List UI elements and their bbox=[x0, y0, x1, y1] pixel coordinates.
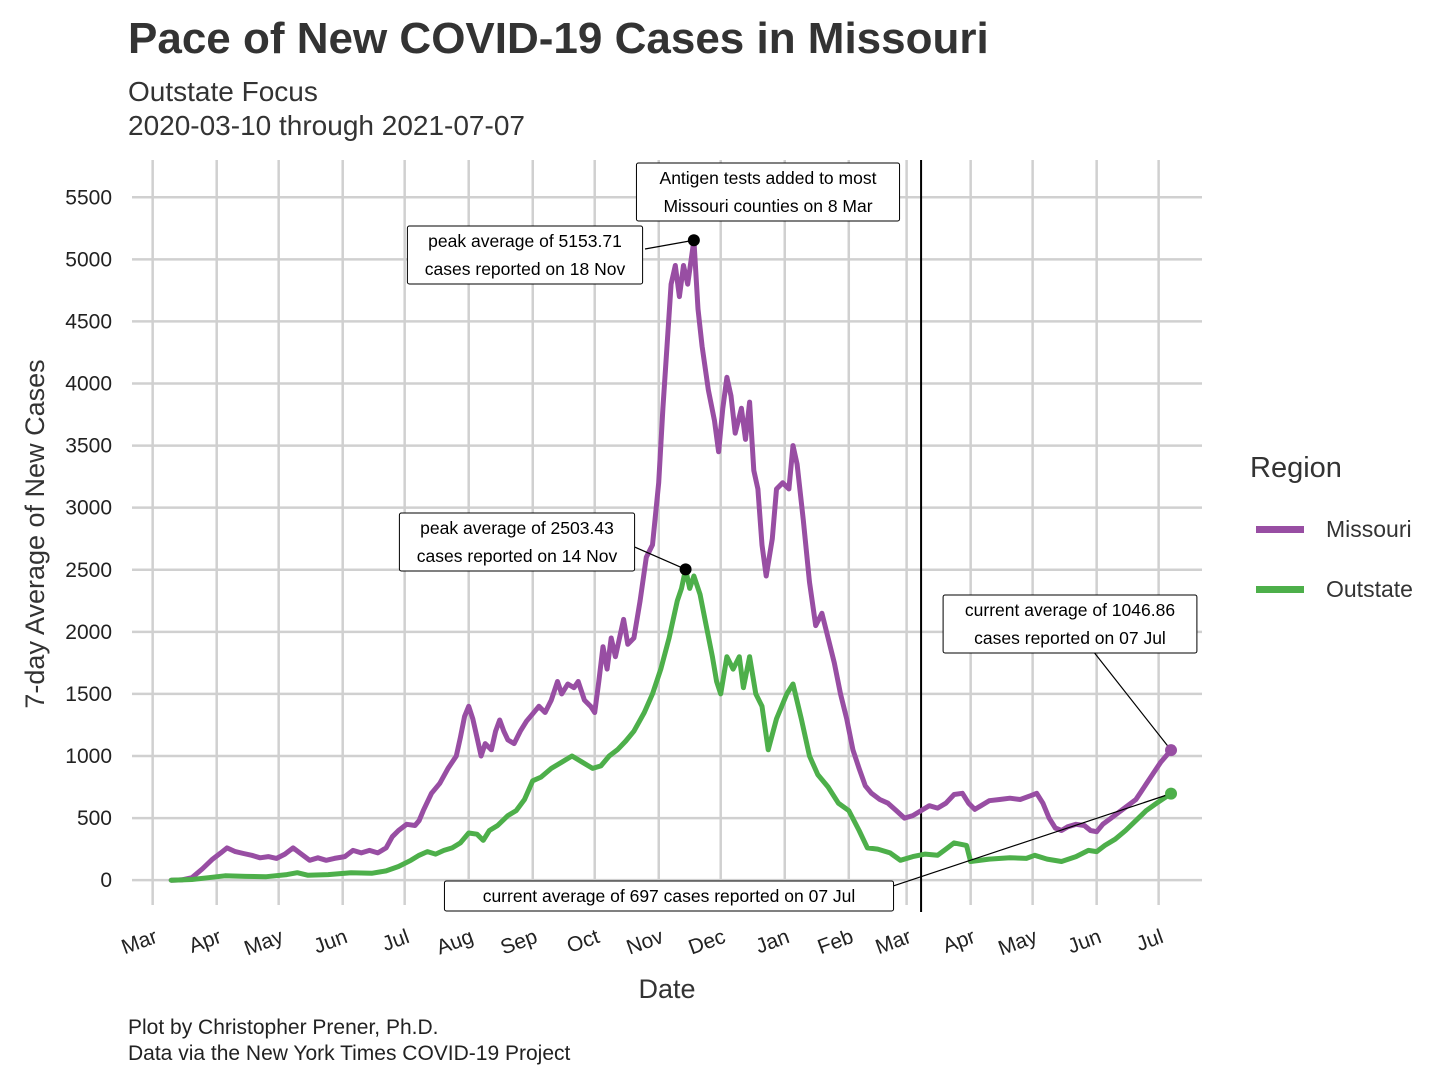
legend-key-missouri bbox=[1256, 525, 1304, 533]
y-tick-label: 3500 bbox=[65, 435, 112, 458]
y-tick-label: 1500 bbox=[65, 683, 112, 706]
legend-key-outstate bbox=[1256, 585, 1304, 593]
chart-title: Pace of New COVID-19 Cases in Missouri bbox=[128, 14, 989, 63]
y-tick-label: 4500 bbox=[65, 310, 112, 333]
x-tick-label: Jul bbox=[379, 925, 412, 956]
x-tick-label: Sep bbox=[497, 925, 540, 959]
annotation-box bbox=[398, 512, 636, 572]
annotation-label: Antigen tests added to most Missouri coun… bbox=[635, 162, 901, 222]
annotation-text: current average of 1046.86 bbox=[965, 600, 1175, 620]
x-tick-label: Apr bbox=[186, 925, 225, 958]
annotation-text: cases reported on 18 Nov bbox=[425, 259, 626, 279]
y-axis-title: 7-day Average of New Cases bbox=[20, 359, 50, 708]
caption-source: Data via the New York Times COVID-19 Pro… bbox=[128, 1042, 571, 1065]
x-tick-label: Jun bbox=[311, 925, 351, 958]
annotation-text: peak average of 5153.71 bbox=[428, 231, 622, 251]
annotation-box bbox=[635, 162, 901, 222]
y-tick-label: 500 bbox=[77, 807, 112, 830]
x-tick-label: May bbox=[241, 925, 287, 960]
y-tick-label: 2500 bbox=[65, 559, 112, 582]
y-tick-label: 0 bbox=[100, 869, 112, 892]
x-tick-label: Oct bbox=[564, 925, 603, 958]
annotation-leader-line bbox=[644, 239, 694, 250]
y-tick-label: 5500 bbox=[65, 186, 112, 209]
annotation-leader-line bbox=[1092, 650, 1172, 751]
annotation-text: current average of 697 cases reported on… bbox=[483, 886, 856, 906]
annotation-text: cases reported on 07 Jul bbox=[974, 628, 1166, 648]
annotation-box bbox=[443, 880, 895, 912]
y-tick-label: 5000 bbox=[65, 248, 112, 271]
x-tick-label: Aug bbox=[433, 925, 476, 959]
x-tick-label: Jul bbox=[1133, 925, 1166, 956]
x-tick-label: May bbox=[995, 925, 1041, 960]
y-tick-label: 1000 bbox=[65, 745, 112, 768]
legend-label-outstate: Outstate bbox=[1326, 575, 1413, 602]
legend-item-outstate: Outstate bbox=[1256, 574, 1413, 604]
annotation-box bbox=[406, 225, 644, 285]
x-tick-label: Mar bbox=[872, 925, 914, 959]
series-line-missouri bbox=[168, 237, 1174, 883]
annotation-label: current average of 697 cases reported on… bbox=[443, 793, 1172, 912]
legend-title: Region bbox=[1250, 452, 1342, 484]
annotation-leader-line bbox=[629, 544, 686, 570]
x-tick-label: Jun bbox=[1065, 925, 1105, 958]
x-axis-title: Date bbox=[638, 974, 695, 1004]
x-tick-label: Mar bbox=[119, 925, 161, 959]
chart-subtitle: Outstate Focus bbox=[128, 76, 318, 107]
x-tick-label: Jan bbox=[753, 925, 793, 958]
x-tick-label: Nov bbox=[623, 925, 666, 960]
data-point-marker bbox=[1165, 787, 1178, 800]
series-line-outstate bbox=[168, 566, 1174, 883]
annotation-text: Antigen tests added to most bbox=[660, 168, 877, 188]
annotation-text: cases reported on 14 Nov bbox=[417, 546, 618, 566]
annotation-text: peak average of 2503.43 bbox=[420, 518, 614, 538]
annotation-label: peak average of 2503.43 cases reported on… bbox=[398, 512, 686, 572]
data-point-marker bbox=[1165, 744, 1178, 757]
legend-item-missouri: Missouri bbox=[1256, 514, 1412, 544]
annotation-text: Missouri counties on 8 Mar bbox=[663, 196, 872, 216]
data-point-marker bbox=[687, 234, 700, 247]
caption-author: Plot by Christopher Prener, Ph.D. bbox=[128, 1016, 439, 1039]
x-tick-label: Apr bbox=[940, 925, 979, 958]
data-point-marker bbox=[679, 563, 692, 576]
y-tick-label: 4000 bbox=[65, 373, 112, 396]
chart-date-range: 2020-03-10 through 2021-07-07 bbox=[128, 110, 525, 141]
annotation-box bbox=[942, 594, 1198, 654]
y-tick-label: 2000 bbox=[65, 621, 112, 644]
y-tick-label: 3000 bbox=[65, 497, 112, 520]
annotation-label: peak average of 5153.71 cases reported on… bbox=[406, 225, 694, 285]
annotation-leader-line bbox=[883, 793, 1172, 890]
x-tick-label: Dec bbox=[685, 925, 728, 959]
x-tick-label: Feb bbox=[815, 925, 857, 959]
legend-label-missouri: Missouri bbox=[1326, 515, 1412, 542]
annotation-label: current average of 1046.86 cases reported… bbox=[942, 594, 1198, 751]
